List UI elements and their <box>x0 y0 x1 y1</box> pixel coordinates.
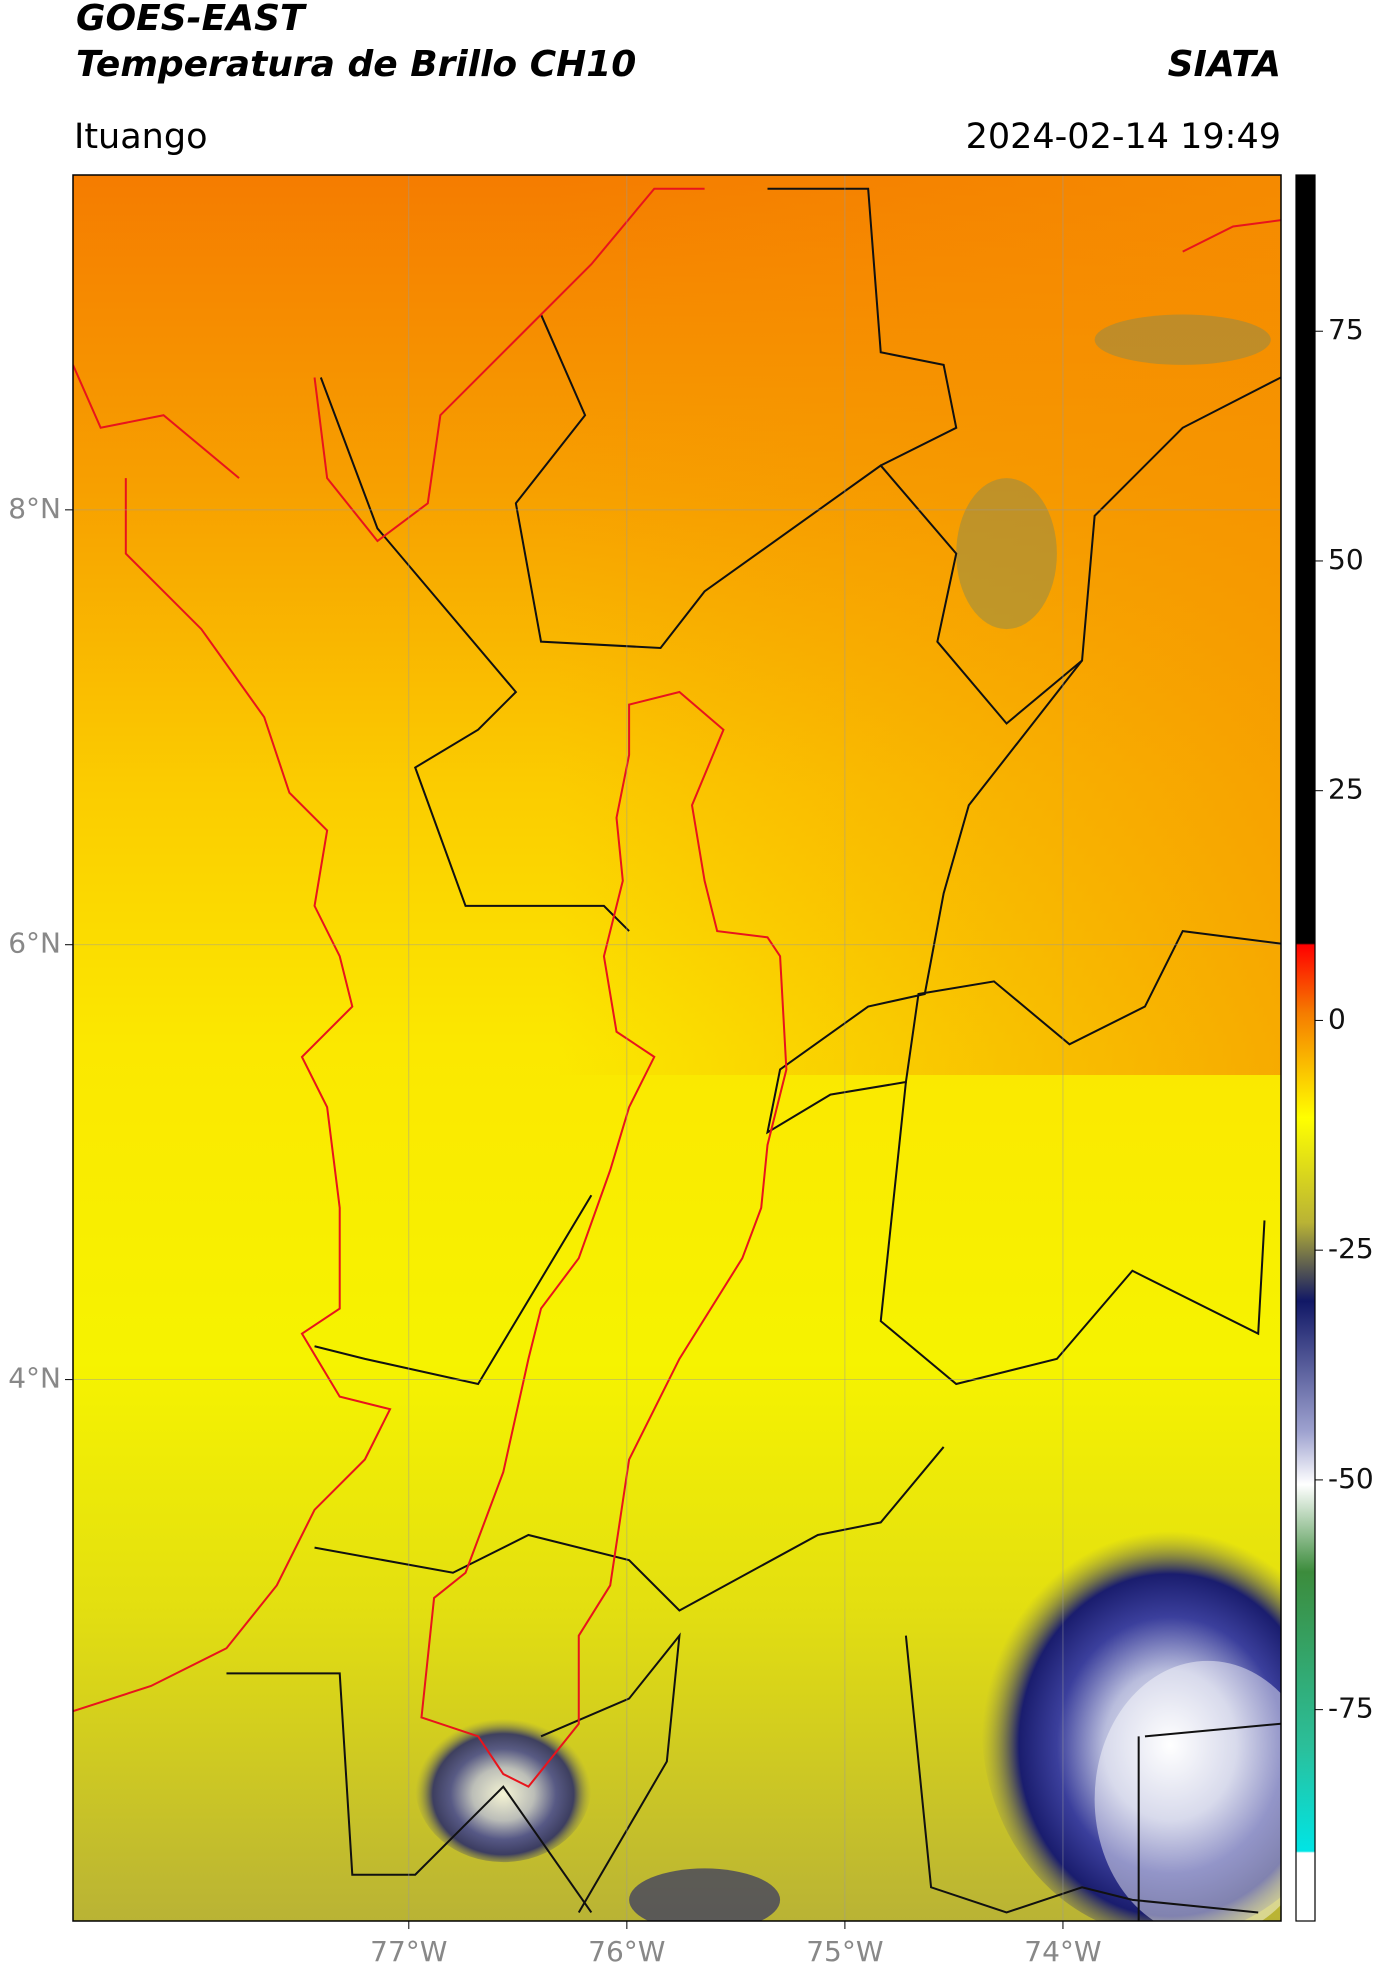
colorbar <box>1295 174 1316 1922</box>
x-tick-label: 74°W <box>1024 1935 1101 1968</box>
location: Ituango <box>74 117 208 157</box>
colorbar-tick-label: 25 <box>1328 773 1364 806</box>
colorbar-tick-label: -50 <box>1328 1462 1374 1495</box>
colorbar-tick-label: -25 <box>1328 1232 1374 1265</box>
x-tick-label: 76°W <box>588 1935 665 1968</box>
y-tick-label: 8°N <box>8 492 61 525</box>
y-tick-label: 4°N <box>8 1362 61 1395</box>
x-tick-label: 75°W <box>806 1935 883 1968</box>
map-image <box>73 175 1281 1921</box>
colorbar-tick-label: 75 <box>1328 313 1364 346</box>
y-tick-label: 6°N <box>8 927 61 960</box>
datetime: 2024-02-14 19:49 <box>966 117 1281 157</box>
colorbar-tick-label: 0 <box>1328 1002 1346 1035</box>
subtitle: Temperatura de Brillo CH10 <box>76 44 636 85</box>
grid <box>73 175 1281 1921</box>
colorbar-tick-label: 50 <box>1328 543 1364 576</box>
source: SIATA <box>1168 44 1281 85</box>
colorbar-tick-label: -75 <box>1328 1692 1374 1725</box>
title: GOES-EAST <box>76 0 307 39</box>
x-tick-label: 77°W <box>370 1935 447 1968</box>
map-frame <box>72 174 1282 1922</box>
